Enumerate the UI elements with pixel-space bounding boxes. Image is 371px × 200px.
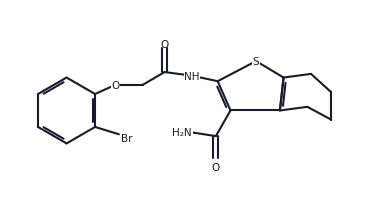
Text: H₂N: H₂N: [173, 128, 192, 138]
Text: S: S: [253, 57, 259, 67]
Text: O: O: [161, 40, 169, 50]
Text: Br: Br: [121, 133, 132, 143]
Text: NH: NH: [184, 71, 200, 81]
Text: O: O: [111, 80, 119, 90]
Text: O: O: [212, 163, 220, 173]
